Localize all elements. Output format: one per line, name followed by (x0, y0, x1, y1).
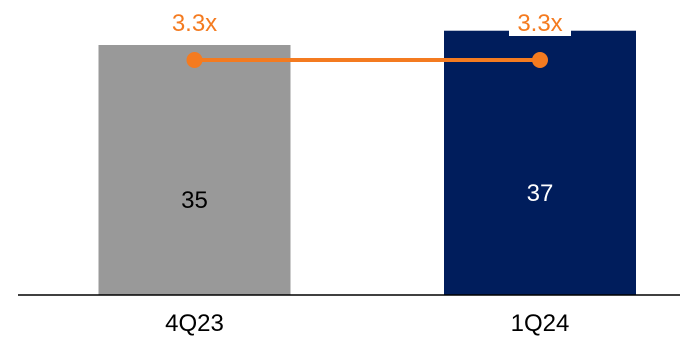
labels-layer: 35 4Q23 37 1Q24 3.3x 3.3x (163, 8, 571, 337)
category-label: 4Q23 (165, 310, 224, 337)
ratio-point (186, 52, 203, 68)
ratio-value-label: 3.3x (172, 10, 217, 37)
bars-layer (98, 30, 636, 295)
ratio-value-label: 3.3x (517, 10, 562, 37)
bar-value-label: 37 (527, 180, 554, 207)
bar-1q24 (444, 30, 636, 295)
bar-4q23 (98, 45, 291, 295)
category-label: 1Q24 (511, 310, 570, 337)
ratio-label-box (163, 8, 226, 36)
bar-value-label: 35 (181, 187, 208, 214)
ratio-label-box (509, 8, 571, 36)
ratio-line-layer (186, 52, 548, 68)
ratio-point (532, 52, 548, 68)
